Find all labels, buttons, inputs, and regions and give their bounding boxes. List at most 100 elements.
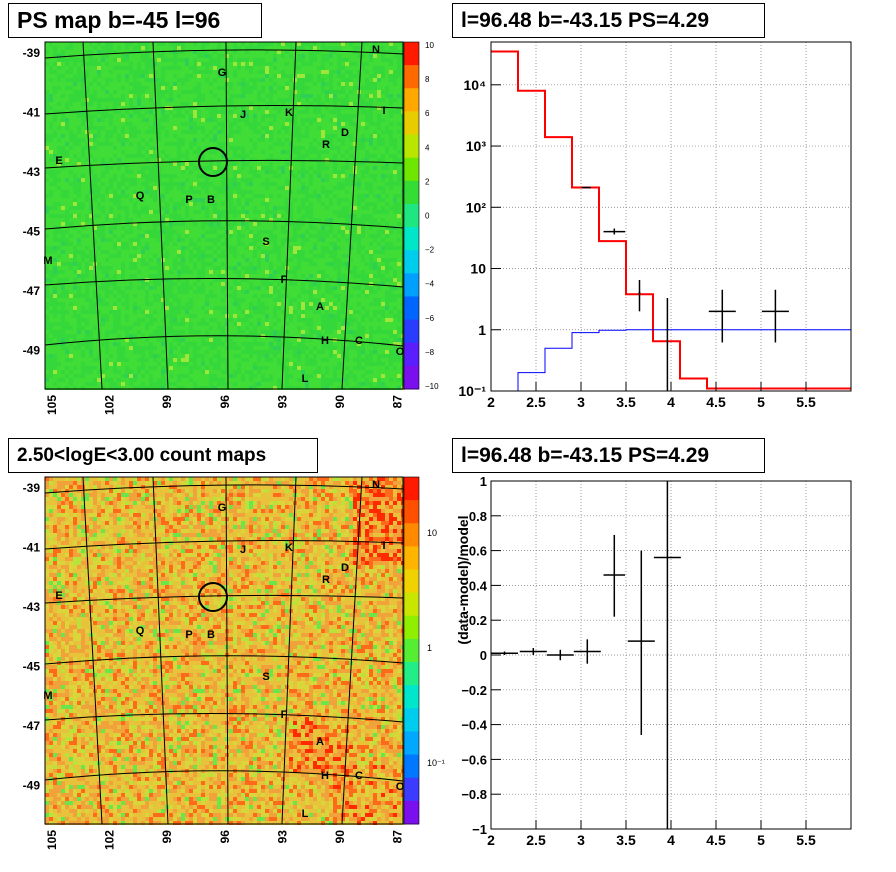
x-tick-label: 2 — [487, 832, 495, 848]
source-label-f: F — [281, 709, 288, 721]
map-y-tick-label: -45 — [23, 225, 41, 239]
map-x-tick-label: 102 — [103, 830, 117, 850]
x-tick-label: 3.5 — [616, 832, 636, 848]
coordinate-grid-line — [44, 220, 404, 230]
x-tick-label: 2.5 — [526, 394, 546, 410]
y-tick-label: 10⁻¹ — [458, 383, 486, 399]
source-label-i: I — [382, 540, 385, 552]
colorbar-tick-label: 2 — [425, 177, 430, 186]
coordinate-grid-line — [281, 476, 297, 825]
x-tick-label: 5.5 — [796, 394, 816, 410]
y-tick-label: −1 — [472, 822, 487, 837]
source-label-k: K — [285, 107, 293, 119]
y-tick-label: −0.2 — [461, 683, 487, 698]
map-y-tick-label: -47 — [23, 719, 41, 733]
map-title-ps: PS map b=-45 l=96 — [8, 3, 262, 38]
coordinate-grid-line — [44, 712, 404, 723]
coordinate-grid-line — [225, 41, 229, 390]
source-label-e: E — [55, 155, 62, 167]
colorbar-swatch — [404, 685, 419, 709]
y-tick-label: 10 — [470, 261, 486, 277]
x-tick-label: 4 — [667, 394, 675, 410]
map-frame — [44, 476, 404, 825]
colorbar-swatch — [404, 203, 419, 228]
colorbar-swatch — [404, 250, 419, 274]
source-label-s: S — [262, 671, 269, 683]
coordinate-grid-line — [82, 41, 103, 390]
map-y-tick-label: -39 — [23, 481, 41, 495]
colorbar-swatch — [404, 134, 419, 159]
x-tick-label: 2.5 — [526, 832, 546, 848]
map-x-tick-label: 102 — [103, 395, 117, 415]
x-tick-label: 4.5 — [706, 832, 726, 848]
coordinate-grid-line — [44, 770, 404, 782]
colorbar-swatch — [404, 777, 419, 802]
colorbar-swatch — [404, 342, 419, 367]
colorbar-tick-label: 0 — [425, 212, 430, 221]
spectrum-title: l=96.48 b=-43.15 PS=4.29 — [452, 3, 765, 38]
map-y-tick-label: -41 — [23, 541, 41, 555]
map-x-tick-label: 87 — [391, 395, 405, 409]
coordinate-grid-line — [44, 655, 404, 665]
map-x-tick-label: 99 — [160, 395, 174, 409]
x-tick-label: 3.5 — [616, 394, 636, 410]
map-x-tick-label: 105 — [45, 830, 59, 850]
map-x-tick-label: 93 — [275, 395, 289, 409]
source-label-q: Q — [136, 190, 145, 202]
colorbar-tick-label: −6 — [425, 314, 435, 323]
colorbar-swatch — [404, 615, 419, 640]
source-label-p: P — [185, 629, 192, 641]
source-label-g: G — [218, 67, 227, 79]
source-label-p: P — [185, 194, 192, 206]
source-label-r: R — [322, 574, 330, 586]
source-label-b: B — [207, 194, 215, 206]
source-label-m: M — [43, 255, 52, 267]
colorbar-tick-label: −10 — [425, 382, 439, 391]
colorbar-swatch — [404, 365, 419, 390]
x-tick-label: 4.5 — [706, 394, 726, 410]
coordinate-grid-line — [225, 476, 229, 825]
coordinate-grid-line — [82, 476, 103, 825]
source-label-a: A — [316, 301, 324, 313]
colorbar-frame — [403, 476, 420, 825]
colorbar-swatch — [404, 273, 419, 297]
coordinate-grid-line — [44, 105, 404, 115]
source-label-o: O — [396, 781, 405, 793]
colorbar-swatch — [404, 592, 419, 617]
colorbar-swatch — [404, 800, 419, 825]
colorbar-tick-label: 10⁻¹ — [427, 758, 445, 768]
colorbar-tick-label: 1 — [427, 643, 432, 653]
source-label-a: A — [316, 736, 324, 748]
colorbar-swatch — [404, 319, 419, 344]
y-tick-label: 0.8 — [469, 509, 487, 524]
coordinate-grid-line — [44, 594, 404, 604]
source-label-o: O — [396, 346, 405, 358]
coordinate-grid-line — [44, 540, 404, 550]
source-label-i: I — [382, 105, 385, 117]
map-x-tick-label: 93 — [275, 830, 289, 844]
colorbar-swatch — [404, 42, 419, 66]
source-label-m: M — [43, 690, 52, 702]
source-label-l: L — [302, 808, 309, 820]
colorbar-swatch — [404, 569, 419, 594]
x-tick-label: 5.5 — [796, 832, 816, 848]
x-tick-label: 4 — [667, 832, 675, 848]
map-y-tick-label: -41 — [23, 106, 41, 120]
colorbar-swatch — [404, 180, 419, 205]
colorbar-swatch — [404, 500, 419, 524]
colorbar-swatch — [404, 65, 419, 89]
map-x-tick-label: 90 — [333, 830, 347, 844]
coordinate-grid-line — [44, 277, 404, 288]
source-label-h: H — [321, 770, 329, 782]
colorbar-tick-label: −8 — [425, 348, 435, 357]
colorbar-frame — [403, 41, 420, 390]
map-y-tick-label: -45 — [23, 660, 41, 674]
colorbar-swatch — [404, 88, 419, 112]
coordinate-grid-line — [152, 41, 169, 390]
colorbar-swatch — [404, 754, 419, 779]
coordinate-grid-line — [152, 476, 169, 825]
colorbar-swatch — [404, 296, 419, 321]
map-x-tick-label: 99 — [160, 830, 174, 844]
y-tick-label: 10⁴ — [464, 77, 487, 93]
